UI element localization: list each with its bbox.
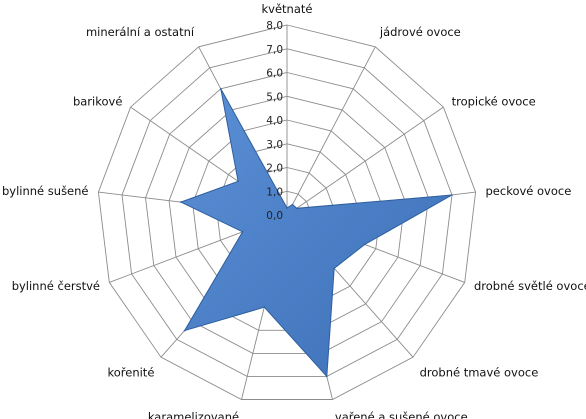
tick-label: 3,0 — [266, 139, 283, 151]
tick-label: 4,0 — [266, 115, 283, 127]
data-point — [183, 329, 186, 332]
grid-spoke — [286, 106, 444, 216]
grid-ring — [121, 48, 453, 377]
category-label: jádrové ovoce — [379, 25, 461, 39]
category-label: minerální a ostatní — [86, 25, 195, 39]
category-label: vařené a sušené ovoce — [335, 410, 468, 419]
radar-tick-labels: 0,0 1,0 2,0 3,0 4,0 5,0 6,0 7,0 8,0 — [266, 20, 283, 222]
data-point — [326, 375, 328, 378]
tick-label: 1,0 — [266, 186, 283, 198]
category-label: karamelizované — [148, 410, 239, 419]
data-point — [220, 88, 222, 90]
series-area — [179, 88, 453, 378]
tick-label: 5,0 — [266, 91, 283, 103]
grid-ring — [97, 24, 477, 400]
tick-label: 7,0 — [266, 44, 283, 56]
category-label: drobné světlé ovoce — [474, 279, 586, 293]
data-point — [291, 203, 294, 206]
data-point — [237, 180, 239, 183]
grid-spoke — [286, 46, 376, 216]
radar-series — [179, 88, 453, 378]
category-label: kořenité — [107, 366, 154, 380]
data-point — [241, 231, 244, 233]
data-point — [333, 267, 336, 270]
category-label: peckové ovoce — [486, 184, 572, 198]
category-label: tropické ovoce — [452, 94, 536, 108]
data-point — [180, 201, 182, 203]
category-label: drobné tmavé ovoce — [420, 366, 539, 380]
tick-label: 8,0 — [266, 20, 283, 32]
tick-label: 2,0 — [266, 163, 283, 175]
data-point — [296, 207, 298, 210]
tick-label: 6,0 — [266, 68, 283, 80]
data-point — [451, 194, 453, 196]
category-label: bylinné čerstvé — [12, 279, 100, 293]
data-point — [363, 243, 366, 246]
data-point — [263, 306, 266, 309]
data-point — [286, 207, 288, 209]
category-label: květnaté — [262, 2, 313, 16]
category-label: bylinné sušené — [2, 184, 89, 198]
grid-ring — [145, 72, 429, 354]
tick-label: 0,0 — [266, 210, 283, 222]
category-label: barikové — [73, 94, 122, 108]
